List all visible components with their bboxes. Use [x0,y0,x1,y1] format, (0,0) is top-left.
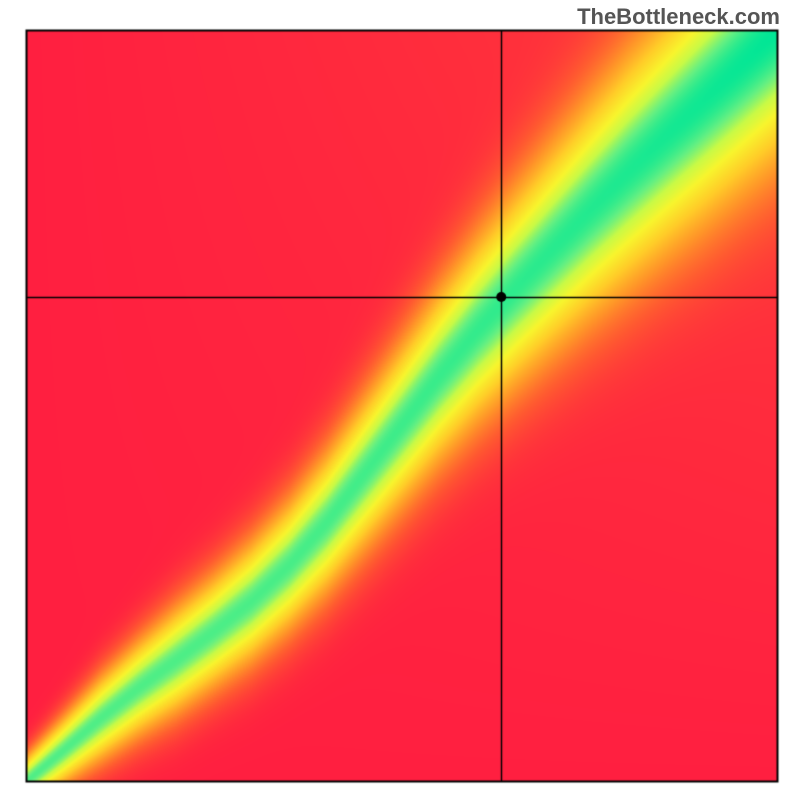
chart-container: TheBottleneck.com [0,0,800,800]
watermark-text: TheBottleneck.com [577,4,780,30]
bottleneck-heatmap [0,0,800,800]
